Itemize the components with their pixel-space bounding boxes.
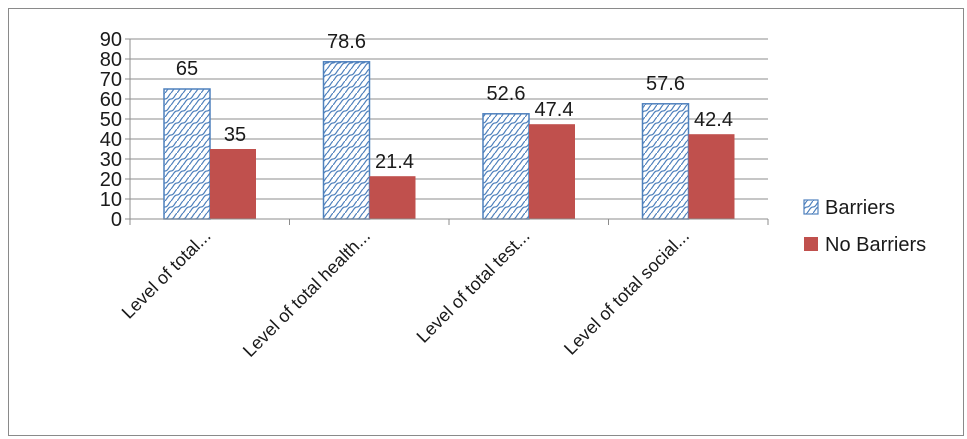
bar-no-barriers [529,124,575,219]
bar-barriers [322,61,371,220]
bar-barriers [482,113,530,220]
y-tick-label: 50 [100,109,122,131]
y-tick-label: 20 [100,169,122,191]
legend-label: Barriers [825,197,895,219]
legend-label: No Barriers [825,234,926,256]
x-category-label: Level of total social... [560,226,693,359]
y-tick-label: 40 [100,129,122,151]
y-tick-label: 90 [100,29,122,51]
data-label: 65 [176,58,198,80]
bar-barriers [163,88,211,220]
data-label: 47.4 [535,99,574,121]
bar-barriers [641,103,690,220]
data-label: 21.4 [375,151,414,173]
bar-no-barriers [210,149,256,219]
x-category-label: Level of total test... [413,226,534,347]
data-labels: 65 35 78.6 21.4 52.6 47.4 57.6 42.4 [176,31,733,173]
chart-frame: 0 10 20 30 40 50 60 70 80 90 65 35 78.6 21.4 52.6 47.4… [8,8,964,436]
data-label: 42.4 [694,109,733,131]
legend-swatch [804,237,818,251]
x-category-label: Level of total... [118,226,215,323]
y-tick-label: 0 [111,209,122,231]
y-tick-label: 60 [100,89,122,111]
y-tick-label: 80 [100,49,122,71]
y-tick-label: 70 [100,69,122,91]
bar-no-barriers [369,176,416,219]
x-axis: Level of total... Level of total health..… [118,218,769,361]
data-label: 78.6 [327,31,366,53]
bars [163,61,735,220]
data-label: 52.6 [487,83,526,105]
legend: Barriers No Barriers [803,197,926,256]
bar-no-barriers [688,134,735,219]
data-label: 57.6 [646,73,685,95]
data-label: 35 [224,124,246,146]
legend-swatch [803,199,819,215]
x-category-label: Level of total health... [239,226,374,361]
y-tick-label: 10 [100,189,122,211]
y-tick-label: 30 [100,149,122,171]
